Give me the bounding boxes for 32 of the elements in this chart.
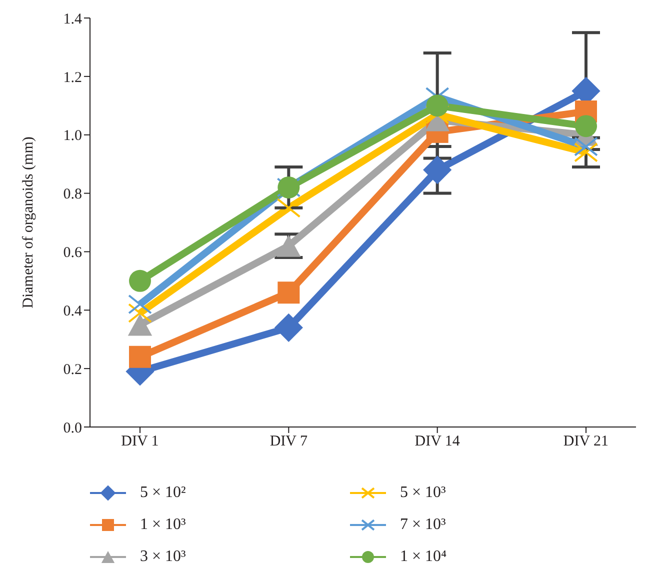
y-tick-label: 0.8 [63,186,82,203]
legend-label: 7 × 10³ [400,516,446,534]
legend-label: 5 × 10² [140,484,186,502]
y-tick-label: 0.6 [63,245,82,262]
point [274,313,303,342]
x-tick-label: DIV 21 [563,434,609,450]
point [128,314,152,336]
y-tick-label: 1.4 [63,11,82,28]
point [575,115,597,138]
y-tick-label: 0.4 [63,303,82,320]
y-tick-label: 1.0 [63,128,82,144]
point [128,294,152,314]
x-tick-label: DIV 1 [121,434,159,450]
point [574,136,598,156]
legend-label: 1 × 10⁴ [400,548,447,566]
point [423,156,452,184]
point [278,282,300,304]
legend-label: 3 × 10³ [140,548,186,566]
point [574,142,598,162]
legend-label: 1 × 10³ [140,516,186,534]
point [128,303,152,323]
legend-label: 5 × 10³ [400,484,446,502]
point [426,94,448,117]
point [129,346,151,368]
point [129,270,151,292]
y-tick-label: 0.0 [63,420,82,436]
y-tick-label: 0.2 [63,362,82,378]
y-tick-label: 1.2 [63,70,82,86]
x-tick-label: DIV 7 [270,434,308,450]
y-axis-title: Diameter of organoids (mm) [20,136,36,308]
x-tick-label: DIV 14 [414,434,460,450]
point [276,198,301,218]
